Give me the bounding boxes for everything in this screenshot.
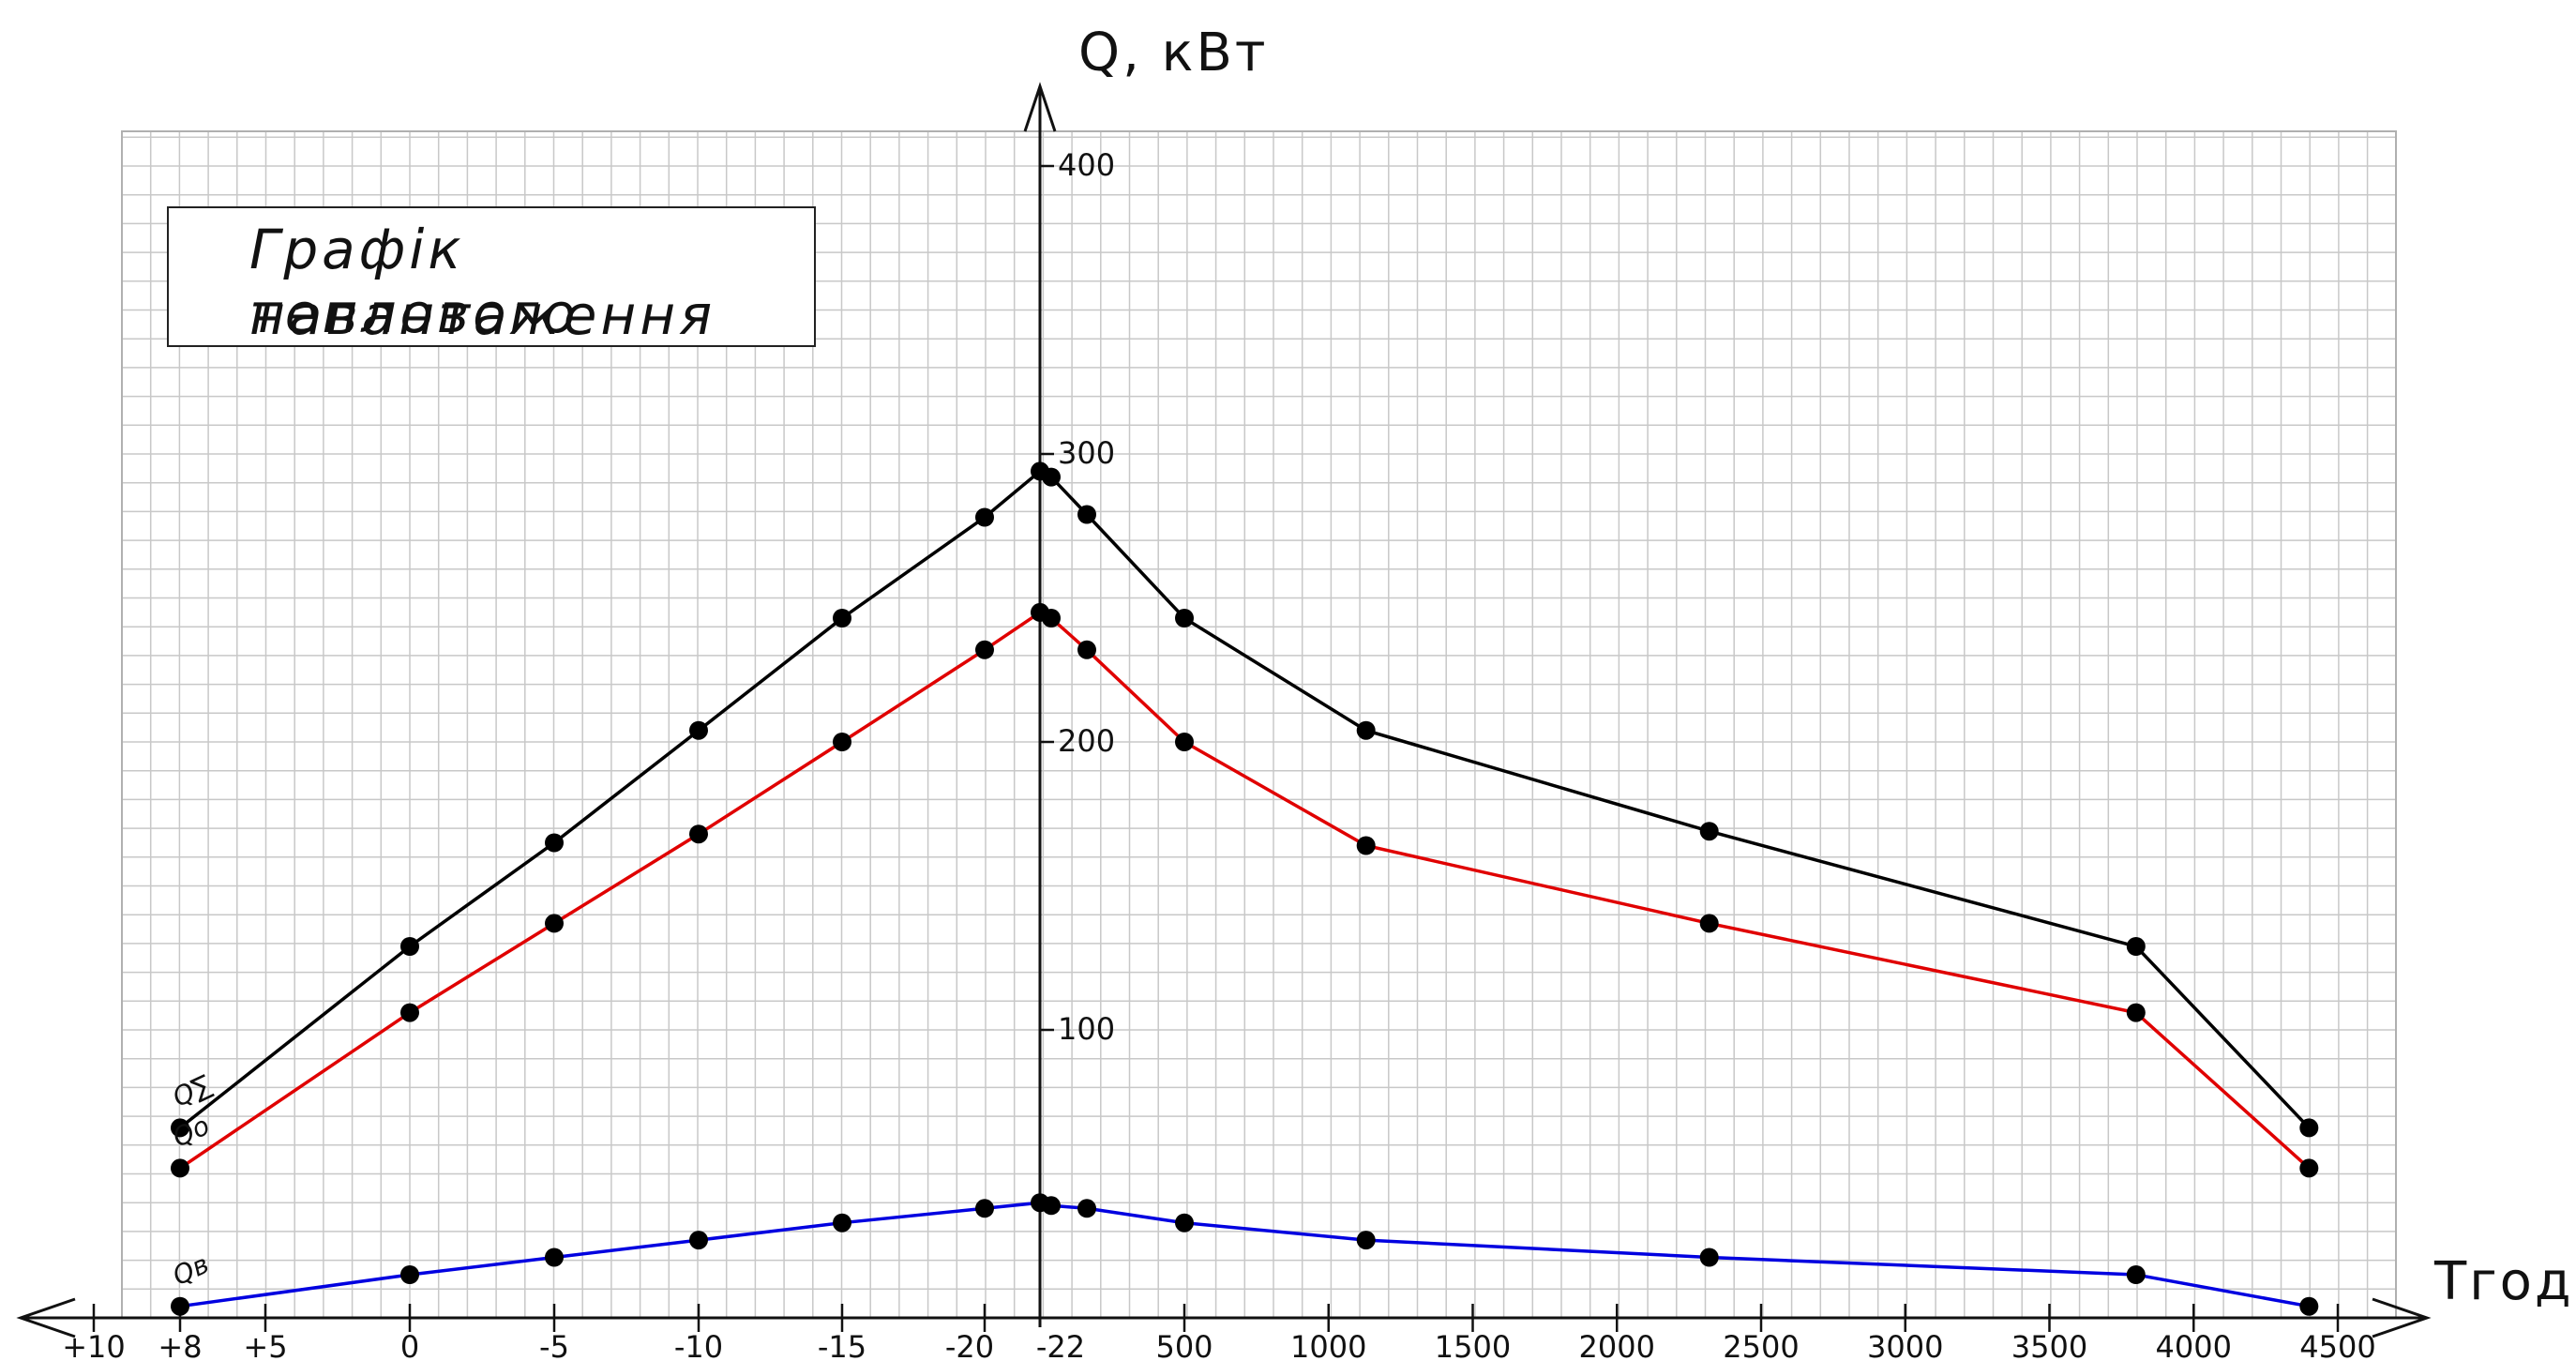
x-right-tick-label: 1000 xyxy=(1290,1329,1366,1361)
data-point xyxy=(1077,640,1096,659)
data-point xyxy=(1042,609,1061,628)
y-tick-label: 400 xyxy=(1058,147,1115,183)
x-left-tick-label: +10 xyxy=(62,1329,126,1361)
x-left-tick-label: 0 xyxy=(400,1329,419,1361)
data-point xyxy=(400,1003,419,1022)
data-point xyxy=(1077,1199,1096,1218)
series-label: Qв xyxy=(168,1248,214,1292)
data-point xyxy=(833,609,851,628)
data-point xyxy=(2299,1158,2319,1178)
y-tick-label: 100 xyxy=(1058,1011,1115,1047)
data-point xyxy=(1699,822,1719,841)
y-tick-label: 300 xyxy=(1058,435,1115,471)
data-point xyxy=(400,937,419,956)
data-point xyxy=(975,507,994,527)
data-point xyxy=(833,1213,851,1232)
data-point xyxy=(1356,836,1376,855)
data-point xyxy=(1699,914,1719,933)
data-point xyxy=(2126,1003,2146,1022)
data-point xyxy=(545,1248,564,1267)
x-left-tick-label: +5 xyxy=(243,1329,287,1361)
x-right-tick-label: 2000 xyxy=(1579,1329,1655,1361)
data-point xyxy=(1175,1213,1194,1232)
data-point xyxy=(545,833,564,853)
series-points xyxy=(171,461,2319,1316)
chart-title-line-2: навантаження xyxy=(249,283,716,347)
y-axis-label: Q, кВт xyxy=(1078,23,1269,83)
x-left-tick-label: -22 xyxy=(1036,1329,1085,1361)
x-right-tick-label: 3000 xyxy=(1867,1329,1943,1361)
x-axis-arrow-right xyxy=(2372,1297,2432,1338)
data-point xyxy=(833,733,851,751)
data-point xyxy=(1042,1196,1061,1216)
data-point xyxy=(975,1199,994,1218)
y-tick-label: 200 xyxy=(1058,723,1115,759)
data-point xyxy=(171,1158,189,1178)
x-right-tick-label: 4500 xyxy=(2299,1329,2375,1361)
x-right-tick-label: 2500 xyxy=(1723,1329,1799,1361)
x-left-tick-label: -10 xyxy=(674,1329,723,1361)
data-point xyxy=(689,824,708,844)
y-axis-arrow xyxy=(1023,82,1057,132)
x-axis-label: Τгод xyxy=(2433,1251,2574,1312)
x-left-tick-label: +8 xyxy=(158,1329,202,1361)
x-left-tick-label: -20 xyxy=(945,1329,994,1361)
data-point xyxy=(2299,1118,2319,1138)
axes xyxy=(16,82,2432,1338)
x-right-tick-label: 3500 xyxy=(2011,1329,2087,1361)
axis-ticks: +10 +8 +5 0 -5 -10 -15 -20 -22 500 1000 1500 2000 250… xyxy=(62,147,2375,1361)
data-point xyxy=(1077,505,1096,524)
data-point xyxy=(400,1265,419,1284)
data-point xyxy=(1175,733,1194,751)
x-left-tick-label: -15 xyxy=(818,1329,866,1361)
data-point xyxy=(171,1296,189,1316)
data-point xyxy=(1042,467,1061,487)
x-left-tick-label: -5 xyxy=(539,1329,569,1361)
data-point xyxy=(2126,937,2146,956)
data-point xyxy=(2299,1296,2319,1316)
chart-title-line-1: Графік теплового xyxy=(249,218,580,345)
x-axis-arrow-left xyxy=(16,1297,76,1338)
data-point xyxy=(975,640,994,659)
data-point xyxy=(1356,1231,1376,1250)
x-right-tick-label: 1500 xyxy=(1435,1329,1511,1361)
data-point xyxy=(545,914,564,933)
data-point xyxy=(2126,1265,2146,1284)
data-point xyxy=(171,1118,189,1138)
data-point xyxy=(1356,720,1376,740)
x-right-tick-label: 500 xyxy=(1155,1329,1213,1361)
chart-title-box: Графік теплового навантаження xyxy=(167,206,816,347)
data-point xyxy=(689,1231,708,1250)
x-right-tick-label: 4000 xyxy=(2156,1329,2232,1361)
data-point xyxy=(1699,1248,1719,1267)
data-point xyxy=(689,720,708,740)
data-point xyxy=(1175,609,1194,628)
